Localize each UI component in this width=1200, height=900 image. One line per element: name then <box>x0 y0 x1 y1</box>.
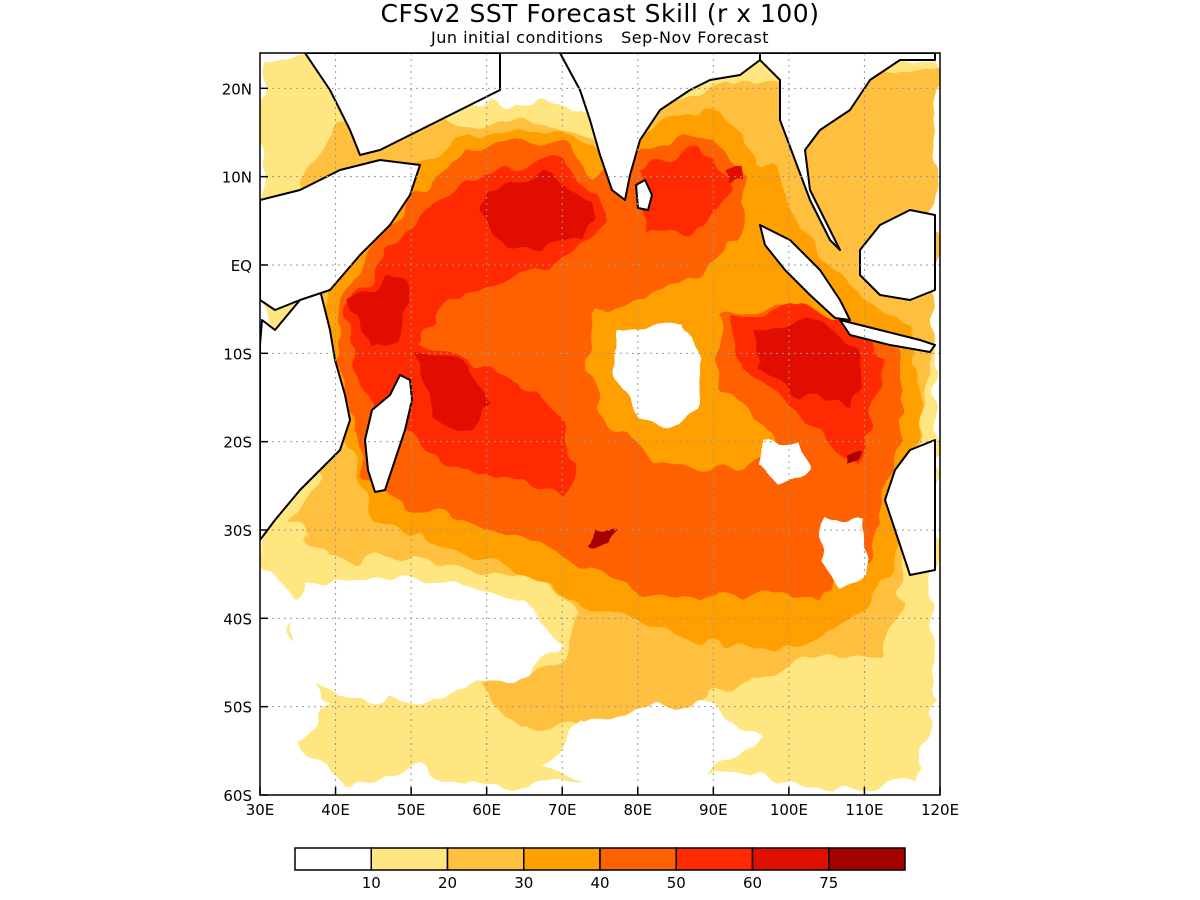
colorbar-label: 40 <box>590 874 609 892</box>
y-tick-label: 40S <box>223 610 252 628</box>
colorbar-swatch <box>370 847 449 871</box>
colorbar-swatch <box>294 847 372 871</box>
y-tick-label: 60S <box>223 787 252 805</box>
java-coastline <box>839 319 936 353</box>
colorbar: 10 20 30 40 50 60 75 <box>294 847 906 892</box>
x-tick-label: 50E <box>397 801 426 819</box>
coastlines <box>260 53 936 576</box>
x-axis: 30E 40E 50E 60E 70E 80E 90E 100E 110E 120E <box>246 787 959 819</box>
x-tick-label: 80E <box>623 801 652 819</box>
y-tick-label: 50S <box>223 699 252 717</box>
colorbar-swatch <box>599 847 677 871</box>
africa-coastline <box>260 289 351 541</box>
map-title: CFSv2 SST Forecast Skill (r x 100) <box>380 0 820 28</box>
map-frame <box>259 52 941 796</box>
colorbar-label: 30 <box>514 874 533 892</box>
colorbar-label: 60 <box>743 874 762 892</box>
horn-of-africa-coastline <box>260 159 421 311</box>
y-tick-label: 20N <box>222 80 252 98</box>
colorbar-label: 10 <box>362 874 381 892</box>
arabia-coastline <box>304 53 501 156</box>
colorbar-label: 75 <box>819 874 838 892</box>
y-tick-label: 10S <box>223 345 252 363</box>
colorbar-swatch <box>828 847 906 871</box>
x-tick-label: 120E <box>921 801 959 819</box>
x-tick-label: 40E <box>321 801 350 819</box>
borneo-coastline <box>859 209 936 301</box>
colorbar-swatch <box>523 847 601 871</box>
colorbar-swatch <box>446 847 525 871</box>
colorbar-swatch <box>675 847 754 871</box>
madagascar-coastline <box>364 374 413 493</box>
initial-conditions-label: Jun initial conditions <box>430 28 604 47</box>
x-tick-label: 30E <box>246 801 275 819</box>
sumatra-coastline <box>759 224 851 321</box>
y-tick-label: 10N <box>222 169 252 187</box>
southeast-asia-coastline <box>759 53 936 251</box>
x-tick-label: 110E <box>845 801 883 819</box>
low-skill-area-central <box>620 320 700 430</box>
colorbar-swatch <box>751 847 830 871</box>
map-gridlines <box>260 53 940 795</box>
x-tick-label: 90E <box>699 801 728 819</box>
low-skill-area-east <box>760 440 870 590</box>
colorbar-label: 50 <box>667 874 686 892</box>
x-tick-label: 60E <box>472 801 501 819</box>
y-axis: 20N 10N EQ 10S 20S 30S 40S 50S 60S <box>222 80 268 805</box>
india-coastline <box>559 53 761 201</box>
low-skill-area-south <box>290 580 760 790</box>
x-tick-label: 70E <box>548 801 577 819</box>
colorbar-label: 20 <box>438 874 457 892</box>
map-subtitle: Jun initial conditions Sep-Nov Forecast <box>0 28 1200 48</box>
y-tick-label: EQ <box>231 257 252 275</box>
x-tick-label: 100E <box>770 801 808 819</box>
australia-coastline <box>884 439 936 576</box>
forecast-period-label: Sep-Nov Forecast <box>621 28 770 47</box>
y-tick-label: 30S <box>223 522 252 540</box>
y-tick-label: 20S <box>223 434 252 452</box>
